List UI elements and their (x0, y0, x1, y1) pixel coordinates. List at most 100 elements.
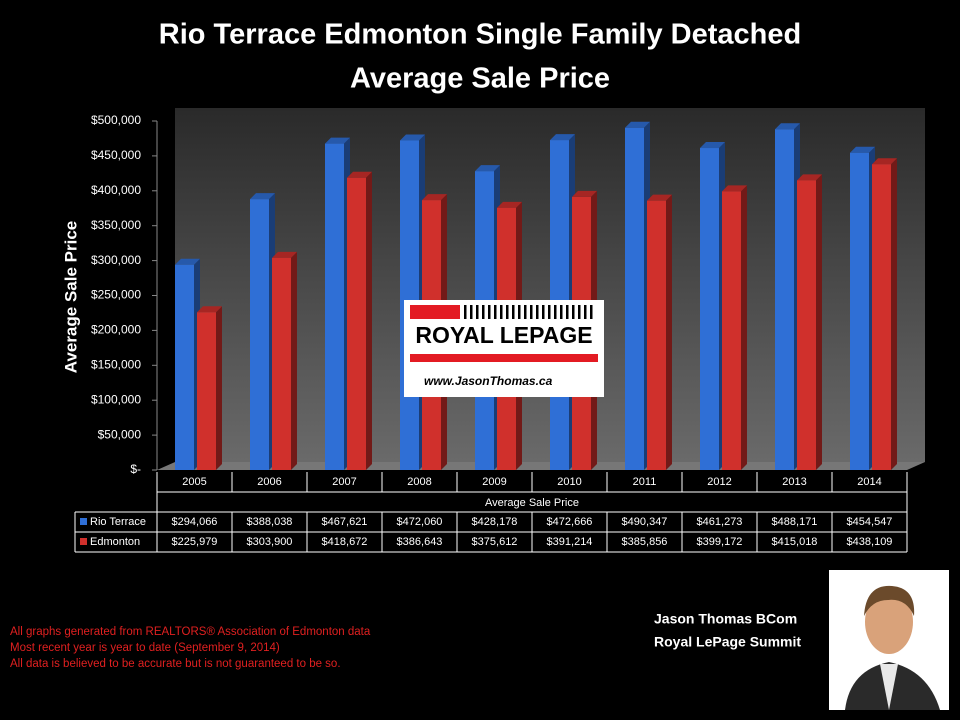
x-tick-label: 2013 (782, 476, 806, 488)
chart-title: Rio Terrace Edmonton Single Family Detac… (159, 19, 801, 51)
y-axis-label: Average Sale Price (61, 221, 80, 373)
table-value: $418,672 (322, 536, 368, 548)
bar-top (775, 123, 800, 130)
barcode-line (560, 305, 563, 319)
barcode-line (530, 305, 533, 319)
logo-url: www.JasonThomas.ca (424, 374, 553, 388)
bar-top (347, 171, 372, 178)
table-value: $461,273 (697, 516, 743, 528)
table-value: $415,018 (772, 536, 818, 548)
barcode-line (566, 305, 569, 319)
note: All graphs generated from REALTORS® Asso… (10, 626, 371, 638)
logo-stripe (410, 305, 460, 319)
barcode-line (554, 305, 557, 319)
barcode-line (524, 305, 527, 319)
hair (864, 585, 915, 616)
x-tick-label: 2012 (707, 476, 731, 488)
bar (797, 180, 816, 470)
y-tick-label: $400,000 (91, 183, 141, 197)
x-tick-label: 2006 (257, 476, 281, 488)
x-tick-label: 2011 (633, 476, 657, 488)
y-tick-label: $150,000 (91, 357, 141, 371)
bar-top (625, 121, 650, 128)
bar-side (291, 251, 297, 470)
y-tick-label: $250,000 (91, 288, 141, 302)
bar-top (850, 146, 875, 153)
bar (272, 257, 291, 470)
y-tick-label: $500,000 (91, 113, 141, 127)
barcode-line (578, 305, 581, 319)
bar (775, 129, 794, 470)
note: All data is believed to be accurate but … (10, 658, 341, 670)
table-value: $375,612 (472, 536, 518, 548)
bar (872, 164, 891, 470)
x-tick-label: 2014 (857, 476, 881, 488)
barcode-line (476, 305, 479, 319)
table-value: $386,643 (397, 536, 443, 548)
bar (700, 148, 719, 471)
table-value: $467,621 (322, 516, 368, 528)
barcode-line (548, 305, 551, 319)
bar (647, 200, 666, 470)
bar-side (816, 174, 822, 470)
bar-side (366, 171, 372, 470)
bar-top (700, 142, 725, 149)
table-value: $303,900 (247, 536, 293, 548)
logo-stripe (410, 354, 598, 362)
bar-top (797, 174, 822, 181)
table-value: $454,547 (847, 516, 893, 528)
table-value: $472,666 (547, 516, 593, 528)
bar (175, 264, 194, 470)
bar-top (475, 165, 500, 172)
x-tick-label: 2010 (557, 476, 581, 488)
bar (347, 177, 366, 470)
table-value: $472,060 (397, 516, 443, 528)
signature: Jason Thomas BCom (654, 611, 797, 627)
x-tick-label: 2008 (407, 476, 431, 488)
table-value: $428,178 (472, 516, 518, 528)
x-tick-label: 2009 (482, 476, 506, 488)
bar-side (666, 194, 672, 470)
note: Most recent year is year to date (Septem… (10, 642, 280, 654)
barcode-line (488, 305, 491, 319)
barcode-line (494, 305, 497, 319)
bar-top (550, 134, 575, 141)
table-value: $388,038 (247, 516, 293, 528)
legend-label: Rio Terrace (90, 516, 146, 528)
bar-top (400, 134, 425, 141)
barcode-line (464, 305, 467, 319)
legend-swatch (80, 518, 87, 525)
legend-swatch (80, 538, 87, 545)
bar-top (250, 193, 275, 200)
bar (325, 143, 344, 471)
barcode-line (584, 305, 587, 319)
barcode-line (482, 305, 485, 319)
barcode-line (506, 305, 509, 319)
y-tick-label: $- (130, 462, 141, 476)
x-tick-label: 2005 (182, 476, 206, 488)
table-value: $391,214 (547, 536, 593, 548)
bar (197, 312, 216, 470)
bar-top (175, 258, 200, 265)
bar-top (572, 190, 597, 197)
barcode-line (512, 305, 515, 319)
y-tick-label: $450,000 (91, 148, 141, 162)
table-value: $490,347 (622, 516, 668, 528)
x-tick-label: 2007 (332, 476, 356, 488)
barcode-line (470, 305, 473, 319)
bar (250, 199, 269, 470)
table-value: $399,172 (697, 536, 743, 548)
face (865, 590, 913, 654)
barcode-line (500, 305, 503, 319)
y-tick-label: $50,000 (98, 427, 142, 441)
y-tick-label: $100,000 (91, 392, 141, 406)
bar-top (197, 306, 222, 313)
bar-side (891, 158, 897, 470)
chart-title: Average Sale Price (350, 63, 610, 95)
bar-side (216, 306, 222, 470)
signature: Royal LePage Summit (654, 634, 801, 650)
table-value: $488,171 (772, 516, 818, 528)
y-tick-label: $200,000 (91, 323, 141, 337)
bar-side (741, 185, 747, 471)
